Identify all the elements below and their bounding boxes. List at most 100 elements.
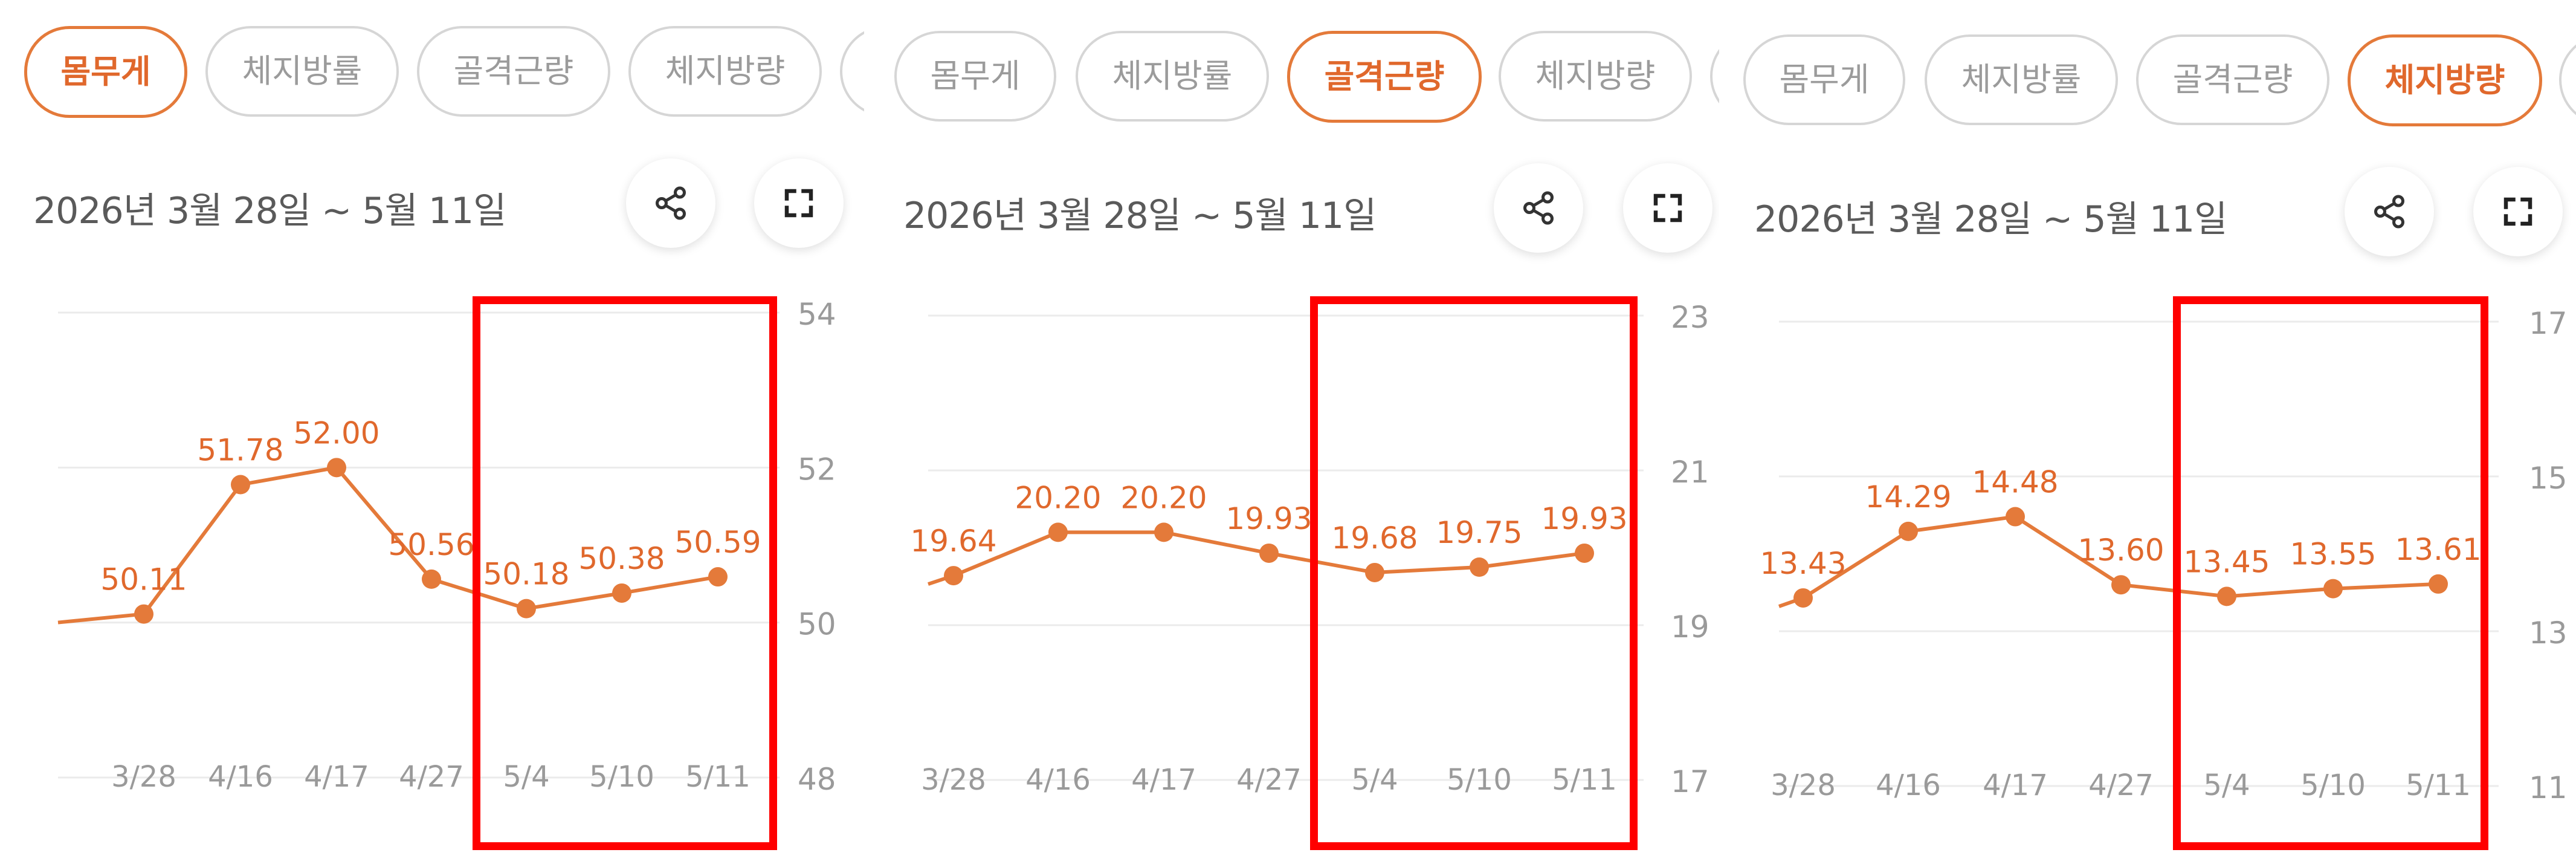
y-tick-label: 13: [2529, 616, 2568, 651]
data-point: [422, 569, 441, 589]
tab-weight[interactable]: 몸무게: [1743, 34, 1905, 125]
x-tick-label: 5/11: [685, 760, 751, 794]
data-label: 50.59: [674, 525, 761, 560]
y-tick-label: 15: [2529, 461, 2568, 496]
fullscreen-icon: [784, 189, 813, 218]
data-label: 13.55: [2290, 537, 2376, 572]
data-point: [1259, 543, 1279, 563]
metric-tabs: 몸무게 체지방률 골격근량 체지방량: [24, 26, 864, 118]
x-tick-label: 5/10: [2300, 768, 2366, 802]
data-point: [1470, 557, 1489, 577]
data-label: 14.48: [1972, 465, 2058, 500]
tab-body-fat-mass[interactable]: 체지방량: [628, 26, 822, 117]
x-tick-label: 4/16: [1025, 763, 1091, 797]
x-tick-label: 5/4: [2203, 768, 2250, 802]
weight-line-chart: 48 50 52 54 50.11 3/28 51.78 4/16 52.00 4/17 50.56…: [57, 297, 836, 797]
tab-body-fat-percentage[interactable]: 체지방률: [205, 26, 399, 117]
data-label: 20.20: [1120, 480, 1207, 515]
data-point: [1365, 562, 1384, 582]
data-label: 50.18: [483, 557, 569, 592]
data-label: 19.93: [1225, 501, 1312, 536]
share-button[interactable]: [626, 158, 715, 248]
data-point: [231, 475, 250, 495]
data-label: 14.29: [1865, 479, 1951, 515]
data-point: [2111, 575, 2131, 595]
data-point: [708, 567, 728, 587]
x-tick-label: 5/11: [1552, 763, 1617, 797]
share-icon: [2374, 195, 2404, 229]
tab-skeletal-muscle-mass[interactable]: 골격근량: [1287, 31, 1482, 123]
fullscreen-icon: [1653, 193, 1682, 222]
y-tick-label: 11: [2529, 770, 2568, 805]
x-tick-label: 4/27: [399, 760, 464, 794]
fullscreen-icon: [2503, 197, 2532, 226]
x-tick-label: 4/17: [1983, 768, 2048, 802]
y-tick-label: 48: [798, 762, 836, 797]
data-label: 50.56: [388, 527, 474, 562]
share-button[interactable]: [2345, 167, 2434, 256]
y-tick-label: 17: [1671, 764, 1709, 799]
data-label: 13.60: [2077, 533, 2164, 568]
tab-weight[interactable]: 몸무게: [894, 31, 1056, 122]
data-label: 19.68: [1331, 521, 1418, 556]
x-tick-label: 3/28: [1771, 768, 1836, 802]
body-composition-panel-weight: 몸무게 체지방률 골격근량 체지방량 2026년 3월 28일 ~ 5월 11일…: [0, 0, 864, 864]
data-point: [1575, 543, 1594, 563]
x-tick-label: 5/4: [503, 760, 549, 794]
data-point: [134, 604, 153, 624]
date-range-label: 2026년 3월 28일 ~ 5월 11일: [33, 190, 506, 232]
y-tick-label: 21: [1671, 455, 1709, 490]
data-label: 50.38: [578, 541, 665, 576]
data-point: [2006, 507, 2025, 527]
x-tick-label: 4/27: [2088, 768, 2154, 802]
x-tick-label: 3/28: [111, 760, 176, 794]
body-fat-mass-line-chart: 11 13 15 17 13.43 3/28 14.29 4/16 14.48 4/17 13.60…: [1760, 306, 2568, 805]
y-tick-label: 54: [798, 297, 836, 332]
fullscreen-button[interactable]: [754, 158, 844, 248]
data-point: [2323, 579, 2343, 599]
tab-weight[interactable]: 몸무게: [24, 26, 187, 118]
data-label: 13.61: [2395, 532, 2481, 567]
data-point: [944, 566, 963, 586]
data-label: 13.45: [2183, 544, 2270, 579]
data-label: 19.75: [1436, 515, 1522, 550]
data-label: 51.78: [197, 433, 283, 468]
data-label: 52.00: [293, 415, 379, 450]
tab-skeletal-muscle-mass[interactable]: 골격근량: [2136, 34, 2329, 125]
share-icon: [656, 186, 686, 220]
x-tick-label: 4/17: [304, 760, 369, 794]
x-tick-label: 5/4: [1351, 763, 1398, 797]
body-composition-panel-skeletal-muscle: 몸무게 체지방률 골격근량 체지방량 2026년 3월 28일 ~ 5월 11일…: [864, 0, 1719, 864]
data-point: [612, 583, 631, 603]
tab-body-fat-percentage[interactable]: 체지방률: [1925, 34, 2118, 125]
data-point: [1899, 521, 1918, 541]
x-tick-label: 4/17: [1131, 763, 1196, 797]
data-label: 50.11: [100, 562, 187, 597]
data-point: [1048, 522, 1068, 542]
y-tick-label: 23: [1671, 300, 1709, 335]
data-point: [517, 599, 536, 619]
data-label: 20.20: [1015, 480, 1101, 515]
data-label: 19.93: [1541, 501, 1627, 536]
data-point: [1793, 588, 1813, 608]
fullscreen-button[interactable]: [1623, 163, 1712, 253]
fullscreen-button[interactable]: [2473, 167, 2563, 256]
tab-skeletal-muscle-mass[interactable]: 골격근량: [417, 26, 610, 117]
x-tick-label: 3/28: [921, 763, 986, 797]
data-point: [2429, 574, 2448, 594]
data-point: [327, 458, 346, 478]
body-composition-panel-body-fat-mass: 몸무게 체지방률 골격근량 체지방량 2026년 3월 28일 ~ 5월 11일…: [1719, 0, 2576, 864]
tab-body-fat-mass[interactable]: 체지방량: [2348, 34, 2542, 126]
y-tick-label: 52: [798, 452, 836, 487]
tab-body-fat-mass[interactable]: 체지방량: [1499, 31, 1692, 122]
y-tick-label: 19: [1671, 609, 1709, 645]
series-line: [1778, 515, 2439, 608]
x-tick-label: 5/10: [1447, 763, 1512, 797]
data-label: 13.43: [1760, 546, 1846, 581]
series-line: [928, 530, 1585, 586]
skeletal-muscle-line-chart: 17 19 21 23 19.64 3/28 20.20 4/16 20.20 4/17 19.93…: [910, 300, 1709, 799]
share-button[interactable]: [1494, 163, 1583, 253]
share-icon: [1523, 191, 1554, 225]
tab-body-fat-percentage[interactable]: 체지방률: [1076, 31, 1269, 122]
data-label: 19.64: [910, 524, 996, 559]
